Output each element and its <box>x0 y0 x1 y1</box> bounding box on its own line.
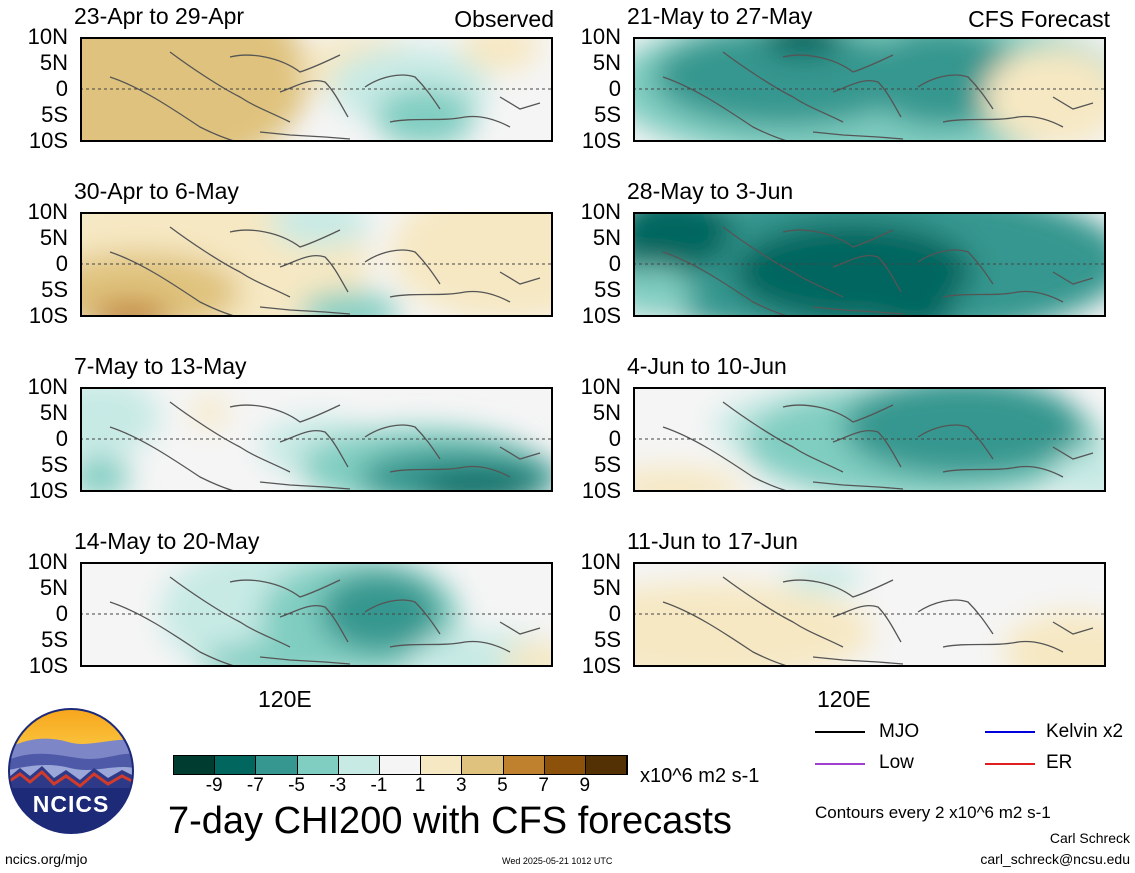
colorbar <box>173 755 628 775</box>
map-panel <box>80 37 553 142</box>
panel-title: 28-May to 3-Jun <box>627 178 794 204</box>
map-panel <box>633 387 1106 492</box>
legend-kelvin: Kelvin x2 <box>1046 721 1124 742</box>
lat-label: 10S <box>28 653 68 678</box>
lat-label: 5N <box>592 50 621 75</box>
map-panel <box>633 37 1106 142</box>
lat-label: 10N <box>27 549 68 574</box>
timestamp: Wed 2025-05-21 1012 UTC <box>502 856 613 866</box>
author-email[interactable]: carl_schreck@ncsu.edu <box>980 851 1130 867</box>
lat-label: 10S <box>28 128 68 153</box>
colorbar-tick-label: 7 <box>538 775 549 796</box>
colorbar-tick-label: 3 <box>455 775 467 796</box>
legend-kelvin-line <box>985 731 1035 733</box>
legend-er-line <box>985 763 1035 765</box>
lat-label: 10S <box>28 303 68 328</box>
lat-label: 5S <box>41 627 68 652</box>
forecast-label: CFS Forecast <box>968 6 1110 32</box>
observed-label: Observed <box>454 6 554 32</box>
lat-label: 0 <box>608 426 621 451</box>
lat-label: 5N <box>39 50 68 75</box>
panel-title: 21-May to 27-May <box>627 3 813 29</box>
legend-low: Low <box>879 752 914 773</box>
lat-label: 0 <box>55 426 68 451</box>
lat-label: 10S <box>28 478 68 503</box>
lat-label: 5N <box>39 575 68 600</box>
colorbar-swatch <box>585 756 628 774</box>
legend-mjo: MJO <box>879 721 920 742</box>
map-panel <box>80 387 553 492</box>
lat-label: 5N <box>592 225 621 250</box>
panel-title: 11-Jun to 17-Jun <box>627 528 798 554</box>
lat-label: 5S <box>594 452 621 477</box>
lat-label: 0 <box>55 251 68 276</box>
lat-label: 10N <box>580 549 621 574</box>
legend-mjo-line <box>815 731 865 733</box>
lat-label: 0 <box>55 76 68 101</box>
lat-label: 0 <box>608 76 621 101</box>
lat-label: 10N <box>580 24 621 49</box>
colorbar-tick-label: -9 <box>205 775 223 796</box>
colorbar-swatch <box>379 756 422 774</box>
map-panel <box>80 212 553 317</box>
lat-label: 5S <box>594 277 621 302</box>
colorbar-tick-label: -7 <box>246 775 264 796</box>
panel-title: 7-May to 13-May <box>74 353 247 379</box>
colorbar-swatch <box>215 756 257 774</box>
lat-label: 0 <box>608 601 621 626</box>
colorbar-units: x10^6 m2 s-1 <box>640 765 760 787</box>
lat-label: 5N <box>39 225 68 250</box>
colorbar-swatch <box>544 756 586 774</box>
main-title: 7-day CHI200 with CFS forecasts <box>168 800 732 842</box>
map-panel <box>80 562 553 667</box>
colorbar-swatch <box>256 756 298 774</box>
lat-label: 10N <box>27 24 68 49</box>
colorbar-swatch <box>338 756 380 774</box>
colorbar-swatch <box>421 756 463 774</box>
lat-label: 5S <box>594 102 621 127</box>
lat-label: 10N <box>27 199 68 224</box>
colorbar-tick-label: 9 <box>579 775 591 796</box>
colorbar-tick-label: -3 <box>329 775 347 796</box>
lat-label: 5N <box>592 400 621 425</box>
lat-label: 10N <box>27 374 68 399</box>
lat-label: 5S <box>41 452 68 477</box>
panel-title: 30-Apr to 6-May <box>74 178 239 204</box>
logo-text: NCICS <box>33 791 110 817</box>
colorbar-tick-label: 5 <box>497 775 508 796</box>
legend-low-line <box>815 763 865 765</box>
contour-note: Contours every 2 x10^6 m2 s-1 <box>815 803 1051 822</box>
lat-label: 10N <box>580 374 621 399</box>
lat-label: 5N <box>592 575 621 600</box>
x-axis-label-left: 120E <box>258 686 312 712</box>
colorbar-swatch <box>297 756 339 774</box>
colorbar-tick-label: -5 <box>288 775 305 796</box>
lat-label: 0 <box>55 601 68 626</box>
legend-er: ER <box>1046 752 1073 773</box>
lat-label: 5S <box>594 627 621 652</box>
panel-title: 14-May to 20-May <box>74 528 260 554</box>
lat-label: 10S <box>581 303 621 328</box>
lat-label: 10S <box>581 128 621 153</box>
colorbar-swatch <box>174 756 216 774</box>
ncics-logo: NCICS <box>8 708 134 834</box>
lat-label: 5S <box>41 277 68 302</box>
colorbar-swatch <box>462 756 504 774</box>
panel-title: 4-Jun to 10-Jun <box>627 353 787 379</box>
lat-label: 5N <box>39 400 68 425</box>
map-panel <box>633 562 1106 667</box>
colorbar-tick-label: 1 <box>414 775 426 796</box>
colorbar-swatch <box>503 756 545 774</box>
x-axis-label-right: 120E <box>817 686 871 712</box>
lat-label: 0 <box>608 251 621 276</box>
lat-label: 5S <box>41 102 68 127</box>
lat-label: 10N <box>580 199 621 224</box>
site-link[interactable]: ncics.org/mjo <box>5 851 88 867</box>
author-name: Carl Schreck <box>1049 830 1130 846</box>
lat-label: 10S <box>581 653 621 678</box>
panel-title: 23-Apr to 29-Apr <box>74 3 245 29</box>
lat-label: 10S <box>581 478 621 503</box>
colorbar-tick-label: -1 <box>370 775 388 796</box>
map-panel <box>633 212 1106 317</box>
